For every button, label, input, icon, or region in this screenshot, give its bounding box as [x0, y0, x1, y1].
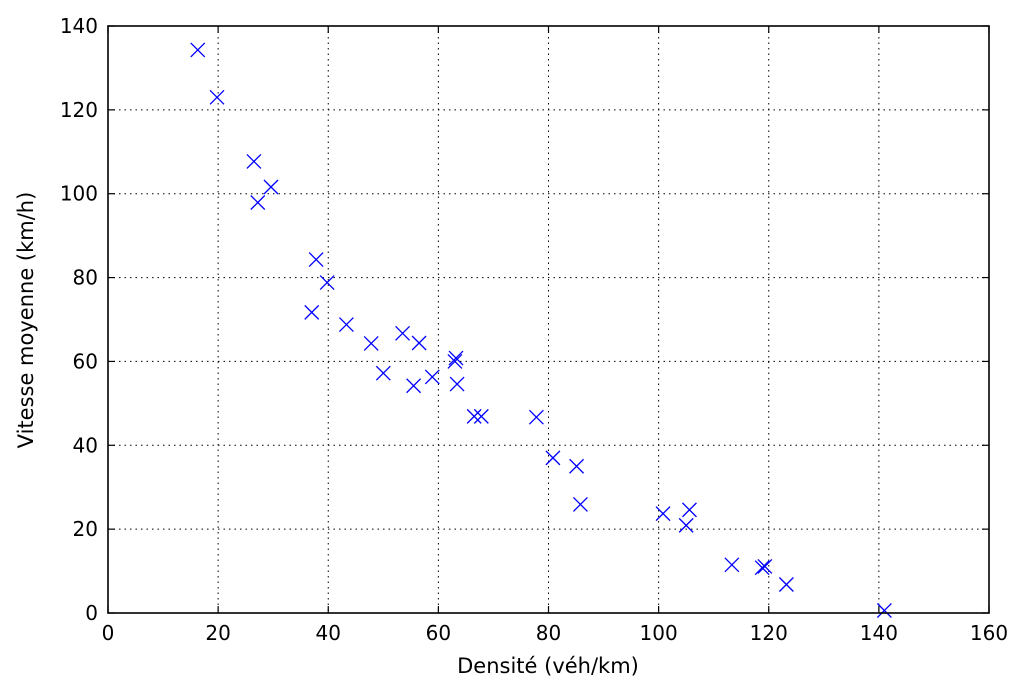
marker-stroke — [466, 408, 482, 424]
marker-stroke — [528, 409, 544, 425]
data-point-marker — [190, 42, 206, 58]
y-tick-label: 20 — [73, 517, 98, 541]
marker-stroke — [473, 408, 489, 424]
data-point-marker — [395, 325, 411, 341]
marker-stroke — [757, 558, 773, 574]
y-tick-label: 100 — [60, 182, 98, 206]
data-point-marker — [447, 353, 463, 369]
marker-stroke — [375, 365, 391, 381]
data-point-marker — [406, 378, 422, 394]
y-tick-label: 40 — [73, 433, 98, 457]
data-point-marker — [545, 450, 561, 466]
x-tick-labels: 0 20 40 60 80 100 120 140 160 — [102, 621, 1008, 645]
data-point-marker — [682, 502, 697, 518]
data-point-marker — [473, 408, 489, 424]
marker-stroke — [308, 252, 324, 268]
data-point-marker — [411, 335, 427, 351]
data-point-marker — [528, 409, 544, 425]
marker-stroke — [678, 517, 694, 533]
data-point-marker — [876, 603, 892, 618]
marker-stroke — [449, 376, 465, 392]
y-tick-label: 60 — [73, 349, 98, 373]
x-tick-label: 80 — [536, 621, 561, 645]
marker-stroke — [754, 560, 770, 576]
x-tick-label: 60 — [426, 621, 451, 645]
data-point-marker — [424, 369, 440, 385]
marker-stroke — [424, 369, 440, 385]
axis-ticks — [107, 25, 990, 614]
marker-stroke — [569, 458, 585, 474]
marker-stroke — [447, 353, 463, 369]
data-point-marker — [572, 496, 588, 512]
data-point-marker — [363, 335, 379, 351]
x-axis-label: Densité (véh/km) — [457, 654, 639, 678]
marker-stroke — [724, 557, 740, 573]
data-point-marker — [678, 517, 694, 533]
marker-stroke — [778, 577, 794, 592]
data-point-marker — [375, 365, 391, 381]
data-point-marker — [448, 350, 464, 366]
marker-stroke — [406, 378, 422, 394]
data-point-marker — [246, 153, 262, 169]
marker-stroke — [682, 502, 697, 518]
y-axis-label: Vitesse moyenne (km/h) — [14, 192, 38, 449]
marker-stroke — [246, 153, 262, 169]
x-tick-label: 160 — [970, 621, 1008, 645]
marker-stroke — [190, 42, 206, 58]
y-tick-label: 0 — [85, 601, 98, 625]
marker-stroke — [338, 317, 354, 332]
data-point-marker — [724, 557, 740, 573]
x-tick-label: 20 — [205, 621, 230, 645]
data-point-marker — [338, 317, 354, 332]
data-point-marker — [449, 376, 465, 392]
marker-stroke — [448, 350, 464, 366]
y-tick-labels: 0 20 40 60 80 100 120 140 — [60, 14, 98, 625]
y-tick-label: 140 — [60, 14, 98, 38]
marker-stroke — [263, 179, 279, 195]
data-point-marker — [304, 304, 320, 320]
x-tick-label: 0 — [102, 621, 115, 645]
marker-stroke — [572, 496, 588, 512]
x-tick-label: 120 — [750, 621, 788, 645]
data-point-marker — [754, 560, 770, 576]
data-point-marker — [308, 252, 324, 268]
marker-stroke — [250, 195, 266, 210]
plot-area — [108, 26, 989, 613]
marker-stroke — [363, 335, 379, 351]
data-point-marker — [209, 89, 225, 105]
x-tick-label: 100 — [640, 621, 678, 645]
x-tick-label: 140 — [860, 621, 898, 645]
data-point-marker — [466, 408, 482, 424]
marker-stroke — [876, 603, 892, 618]
marker-stroke — [655, 506, 671, 522]
marker-stroke — [395, 325, 411, 341]
x-tick-label: 40 — [316, 621, 341, 645]
data-point-marker — [319, 275, 335, 291]
marker-stroke — [209, 89, 225, 105]
data-point-marker — [757, 558, 773, 574]
data-points — [190, 42, 892, 618]
y-tick-label: 80 — [73, 266, 98, 290]
data-point-marker — [655, 506, 671, 522]
data-point-marker — [778, 577, 794, 592]
marker-stroke — [411, 335, 427, 351]
marker-stroke — [545, 450, 561, 466]
data-point-marker — [569, 458, 585, 474]
data-point-marker — [250, 195, 266, 210]
data-point-marker — [263, 179, 279, 195]
marker-stroke — [304, 304, 320, 320]
marker-stroke — [319, 275, 335, 291]
y-tick-label: 120 — [60, 98, 98, 122]
